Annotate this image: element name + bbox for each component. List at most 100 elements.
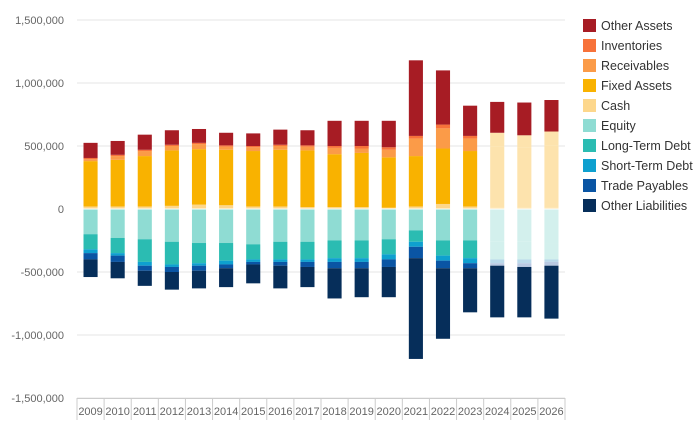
bar-other-liabilities-2017 — [300, 266, 315, 288]
bar-short-term-debt-2023 — [463, 258, 478, 264]
bar-inventories-2021 — [408, 135, 423, 139]
bar-receivables-2012 — [164, 146, 179, 151]
bar-cash-2013 — [191, 204, 207, 209]
bar-short-term-debt-2019 — [354, 258, 369, 262]
bar-equity-2016 — [273, 209, 288, 242]
bar-other-liabilities-2014 — [219, 268, 234, 288]
bar-receivables-2018 — [327, 147, 342, 155]
bar-receivables-2017 — [300, 146, 315, 151]
legend-item[interactable]: Short-Term Debt — [583, 159, 693, 173]
bar-stack-2018 — [327, 120, 342, 299]
legend-item[interactable]: Inventories — [583, 39, 662, 53]
y-tick-label: -1,000,000 — [11, 330, 64, 342]
y-tick-label: 500,000 — [24, 141, 64, 153]
x-tick-label: 2023 — [458, 406, 482, 418]
bar-trade-payables-2024 — [490, 263, 505, 266]
bar-other-liabilities-2024 — [490, 265, 505, 318]
legend-label: Other Assets — [601, 19, 673, 33]
bar-equity-2010 — [110, 209, 125, 238]
bar-stack-2012 — [164, 130, 179, 290]
legend-item[interactable]: Long-Term Debt — [583, 139, 691, 153]
bars — [83, 60, 559, 359]
bar-inventories-2023 — [463, 135, 478, 139]
bar-cash-2010 — [110, 206, 125, 209]
legend-item[interactable]: Receivables — [583, 59, 669, 73]
x-tick-label: 2020 — [377, 406, 401, 418]
bar-short-term-debt-2013 — [191, 263, 207, 266]
bar-other-liabilities-2026 — [544, 265, 559, 319]
bar-stack-2014 — [219, 132, 234, 288]
bar-long-term-debt-2013 — [191, 243, 207, 264]
bar-cash-2016 — [273, 206, 288, 209]
bar-other-liabilities-2021 — [408, 258, 423, 359]
bar-stack-2021 — [408, 60, 423, 359]
bar-short-term-debt-2022 — [435, 255, 451, 261]
bar-receivables-2026 — [544, 131, 559, 146]
bar-other-assets-2010 — [110, 140, 125, 155]
bar-trade-payables-2020 — [381, 259, 396, 267]
x-tick-label: 2017 — [295, 406, 319, 418]
bar-short-term-debt-2011 — [137, 261, 152, 266]
bar-cash-2022 — [435, 203, 451, 209]
bar-short-term-debt-2024 — [490, 259, 505, 264]
bar-trade-payables-2014 — [219, 264, 234, 269]
legend-item[interactable]: Equity — [583, 119, 636, 133]
legend-item[interactable]: Cash — [583, 99, 630, 113]
bar-trade-payables-2013 — [191, 265, 207, 271]
bar-long-term-debt-2021 — [408, 230, 423, 242]
x-tick-label: 2013 — [187, 406, 211, 418]
bar-inventories-2017 — [300, 145, 315, 147]
bar-fixed-assets-2016 — [273, 149, 288, 207]
bar-trade-payables-2011 — [137, 265, 152, 271]
legend-swatch — [583, 139, 596, 152]
bar-other-liabilities-2016 — [273, 265, 288, 289]
bar-trade-payables-2016 — [273, 261, 288, 266]
bar-fixed-assets-2021 — [408, 156, 423, 207]
bar-trade-payables-2017 — [300, 261, 315, 267]
bar-equity-2017 — [300, 209, 315, 242]
x-tick-label: 2011 — [133, 406, 157, 418]
bar-stack-2020 — [381, 120, 396, 298]
bar-stack-2025 — [517, 102, 532, 318]
y-axis-ticks: 1,500,000 1,000,000 500,000 0 -500,000 -1,000… — [11, 15, 64, 405]
bar-long-term-debt-2020 — [381, 239, 396, 255]
legend-item[interactable]: Other Assets — [583, 19, 673, 33]
bar-fixed-assets-2009 — [83, 161, 98, 207]
bar-long-term-debt-2024 — [490, 241, 505, 260]
bar-long-term-debt-2025 — [517, 241, 532, 260]
bar-inventories-2012 — [164, 144, 179, 146]
bar-receivables-2024 — [490, 132, 505, 147]
legend-item[interactable]: Trade Payables — [583, 179, 688, 193]
y-tick-label: -500,000 — [21, 267, 64, 279]
bar-cash-2024 — [490, 207, 505, 209]
bar-stack-2023 — [463, 105, 478, 313]
bar-fixed-assets-2025 — [517, 147, 532, 208]
legend-item[interactable]: Other Liabilities — [583, 199, 687, 213]
legend: Other Assets Inventories Receivables Fixed … — [583, 19, 693, 213]
bar-equity-2013 — [191, 209, 207, 244]
bar-other-liabilities-2015 — [246, 264, 261, 284]
legend-swatch — [583, 19, 596, 32]
legend-item[interactable]: Fixed Assets — [583, 79, 672, 93]
legend-swatch — [583, 99, 596, 112]
bar-other-liabilities-2018 — [327, 268, 342, 299]
bar-equity-2011 — [137, 209, 152, 240]
bar-equity-2015 — [246, 209, 261, 245]
bar-stack-2017 — [300, 130, 315, 288]
legend-label: Trade Payables — [601, 179, 688, 193]
bar-stack-2015 — [246, 133, 261, 284]
bar-fixed-assets-2015 — [246, 151, 261, 207]
bar-cash-2009 — [83, 206, 98, 209]
bar-cash-2012 — [164, 205, 179, 209]
x-tick-label: 2016 — [268, 406, 292, 418]
bar-stack-2019 — [354, 120, 369, 298]
bar-receivables-2013 — [191, 144, 207, 150]
bar-other-assets-2024 — [490, 101, 505, 133]
bar-trade-payables-2015 — [246, 261, 261, 265]
bar-inventories-2019 — [354, 146, 369, 149]
bar-stack-2022 — [435, 70, 451, 339]
bar-long-term-debt-2012 — [164, 241, 179, 265]
legend-label: Other Liabilities — [601, 199, 687, 213]
bar-receivables-2019 — [354, 148, 369, 153]
